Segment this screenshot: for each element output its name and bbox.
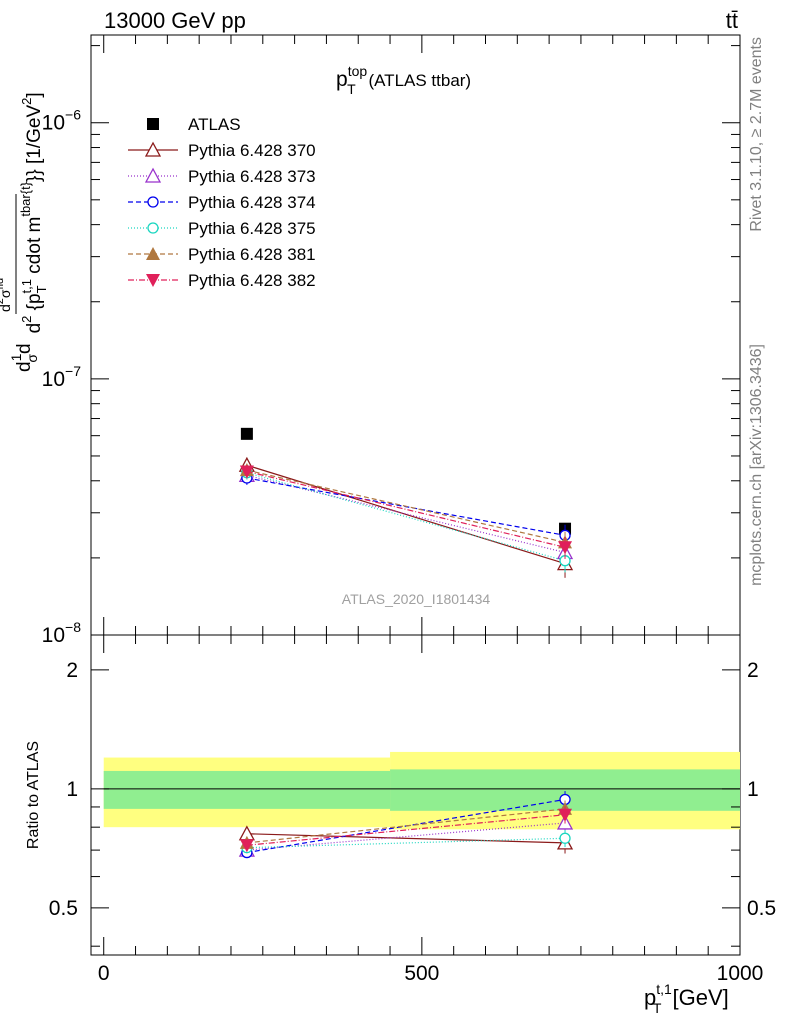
series-point — [558, 541, 573, 555]
main-ytick-label: 10−6 — [42, 107, 82, 135]
plot-title: ptop T (ATLAS ttbar) — [336, 63, 471, 97]
ratio-point — [558, 808, 573, 822]
axis-ticks — [91, 35, 741, 955]
series-point — [239, 465, 254, 479]
header-energy: 13000 GeV pp — [104, 8, 246, 33]
main-series — [238, 427, 574, 578]
header-process: tt̄ — [726, 8, 738, 33]
plot-title-sup: top — [348, 63, 368, 79]
series-line — [246, 474, 566, 554]
ratio-line — [246, 837, 566, 849]
series-line — [246, 464, 566, 565]
series-line — [246, 472, 566, 562]
legend-item: Pythia 6.428 382 — [128, 271, 316, 290]
legend-marker — [146, 247, 160, 260]
legend-marker — [144, 167, 162, 183]
uncertainty-bands — [103, 751, 740, 830]
legend: ATLAS Pythia 6.428 370 Pythia 6.428 373 Pyt… — [128, 115, 316, 290]
legend-label: Pythia 6.428 374 — [188, 193, 316, 212]
legend-item: Pythia 6.428 373 — [128, 167, 316, 186]
analysis-watermark: ATLAS_2020_I1801434 — [342, 591, 491, 607]
legend-marker — [147, 196, 159, 208]
series-5 — [239, 463, 573, 555]
atlas-data-point — [240, 427, 253, 440]
legend-marker — [144, 141, 162, 157]
main-ytick-label: 10−8 — [42, 619, 82, 647]
ratio-ylabel: Ratio to ATLAS — [25, 741, 42, 849]
xtick-label: 1000 — [717, 962, 764, 985]
legend-item: Pythia 6.428 370 — [128, 141, 316, 160]
xlabel: pt,1 T [GeV] — [644, 981, 729, 1016]
ratio-line — [246, 814, 566, 846]
plot-title-suffix: (ATLAS ttbar) — [364, 71, 471, 90]
legend-label: ATLAS — [188, 115, 241, 134]
legend-item: ATLAS — [147, 115, 241, 134]
legend-item: Pythia 6.428 381 — [128, 245, 316, 264]
series-1 — [238, 456, 574, 578]
ratio-line — [246, 833, 566, 844]
ratio-ytick-label: 0.5 — [49, 897, 78, 920]
main-ytick-label: 10−7 — [42, 363, 82, 391]
ratio-ytick-label-right: 2 — [747, 659, 759, 682]
ratio-series-6 — [239, 806, 573, 853]
ratio-series — [238, 791, 574, 859]
series-6 — [239, 464, 573, 560]
legend-item: Pythia 6.428 375 — [128, 219, 316, 238]
svg-text:d1σdd2 {pTt,1 cdot mtbar{t}}}: d1σdd2 {pTt,1 cdot mtbar{t}}} [1/GeV2] — [8, 92, 49, 372]
ratio-ytick-label: 1 — [66, 778, 78, 801]
ratio-point — [239, 839, 254, 853]
legend-label: Pythia 6.428 373 — [188, 167, 316, 186]
legend-marker — [147, 222, 159, 234]
ratio-ytick-label-right: 1 — [747, 778, 759, 801]
plot-title-main: p — [336, 68, 348, 91]
plot-title-sub: T — [347, 81, 356, 97]
ratio-line — [246, 822, 566, 851]
rivet-label: Rivet 3.1.10, ≥ 2.7M events — [748, 37, 765, 232]
legend-label: Pythia 6.428 381 — [188, 245, 316, 264]
axis-tick-labels: 10−6 10−7 10−8 2 2 1 1 0.5 0.5 0 500 1000 — [42, 107, 777, 985]
ratio-line — [246, 798, 566, 854]
legend-marker — [147, 118, 159, 130]
legend-label: Pythia 6.428 370 — [188, 141, 316, 160]
mcplots-label: mcplots.cern.ch [arXiv:1306.3436] — [748, 344, 765, 586]
series-3 — [241, 471, 571, 548]
legend-label: Pythia 6.428 382 — [188, 271, 316, 290]
ratio-ytick-label-right: 0.5 — [747, 897, 776, 920]
series-line — [246, 470, 566, 548]
ratio-line — [246, 808, 566, 844]
ratio-point — [559, 832, 571, 844]
legend-label: Pythia 6.428 375 — [188, 219, 316, 238]
legend-item: Pythia 6.428 374 — [128, 193, 316, 212]
xtick-label: 500 — [404, 962, 439, 985]
main-ylabel: d1σdd2 {pTt,1 cdot mtbar{t}}} [1/GeV2] d… — [0, 92, 49, 372]
ratio-series-1 — [238, 825, 574, 854]
svg-text:d2σfid: d2σfid — [0, 278, 13, 312]
ratio-ytick-label: 2 — [66, 659, 78, 682]
legend-marker — [146, 274, 160, 287]
series-line — [246, 469, 566, 543]
xtick-label: 0 — [98, 962, 110, 985]
band-stat-0 — [103, 770, 391, 809]
